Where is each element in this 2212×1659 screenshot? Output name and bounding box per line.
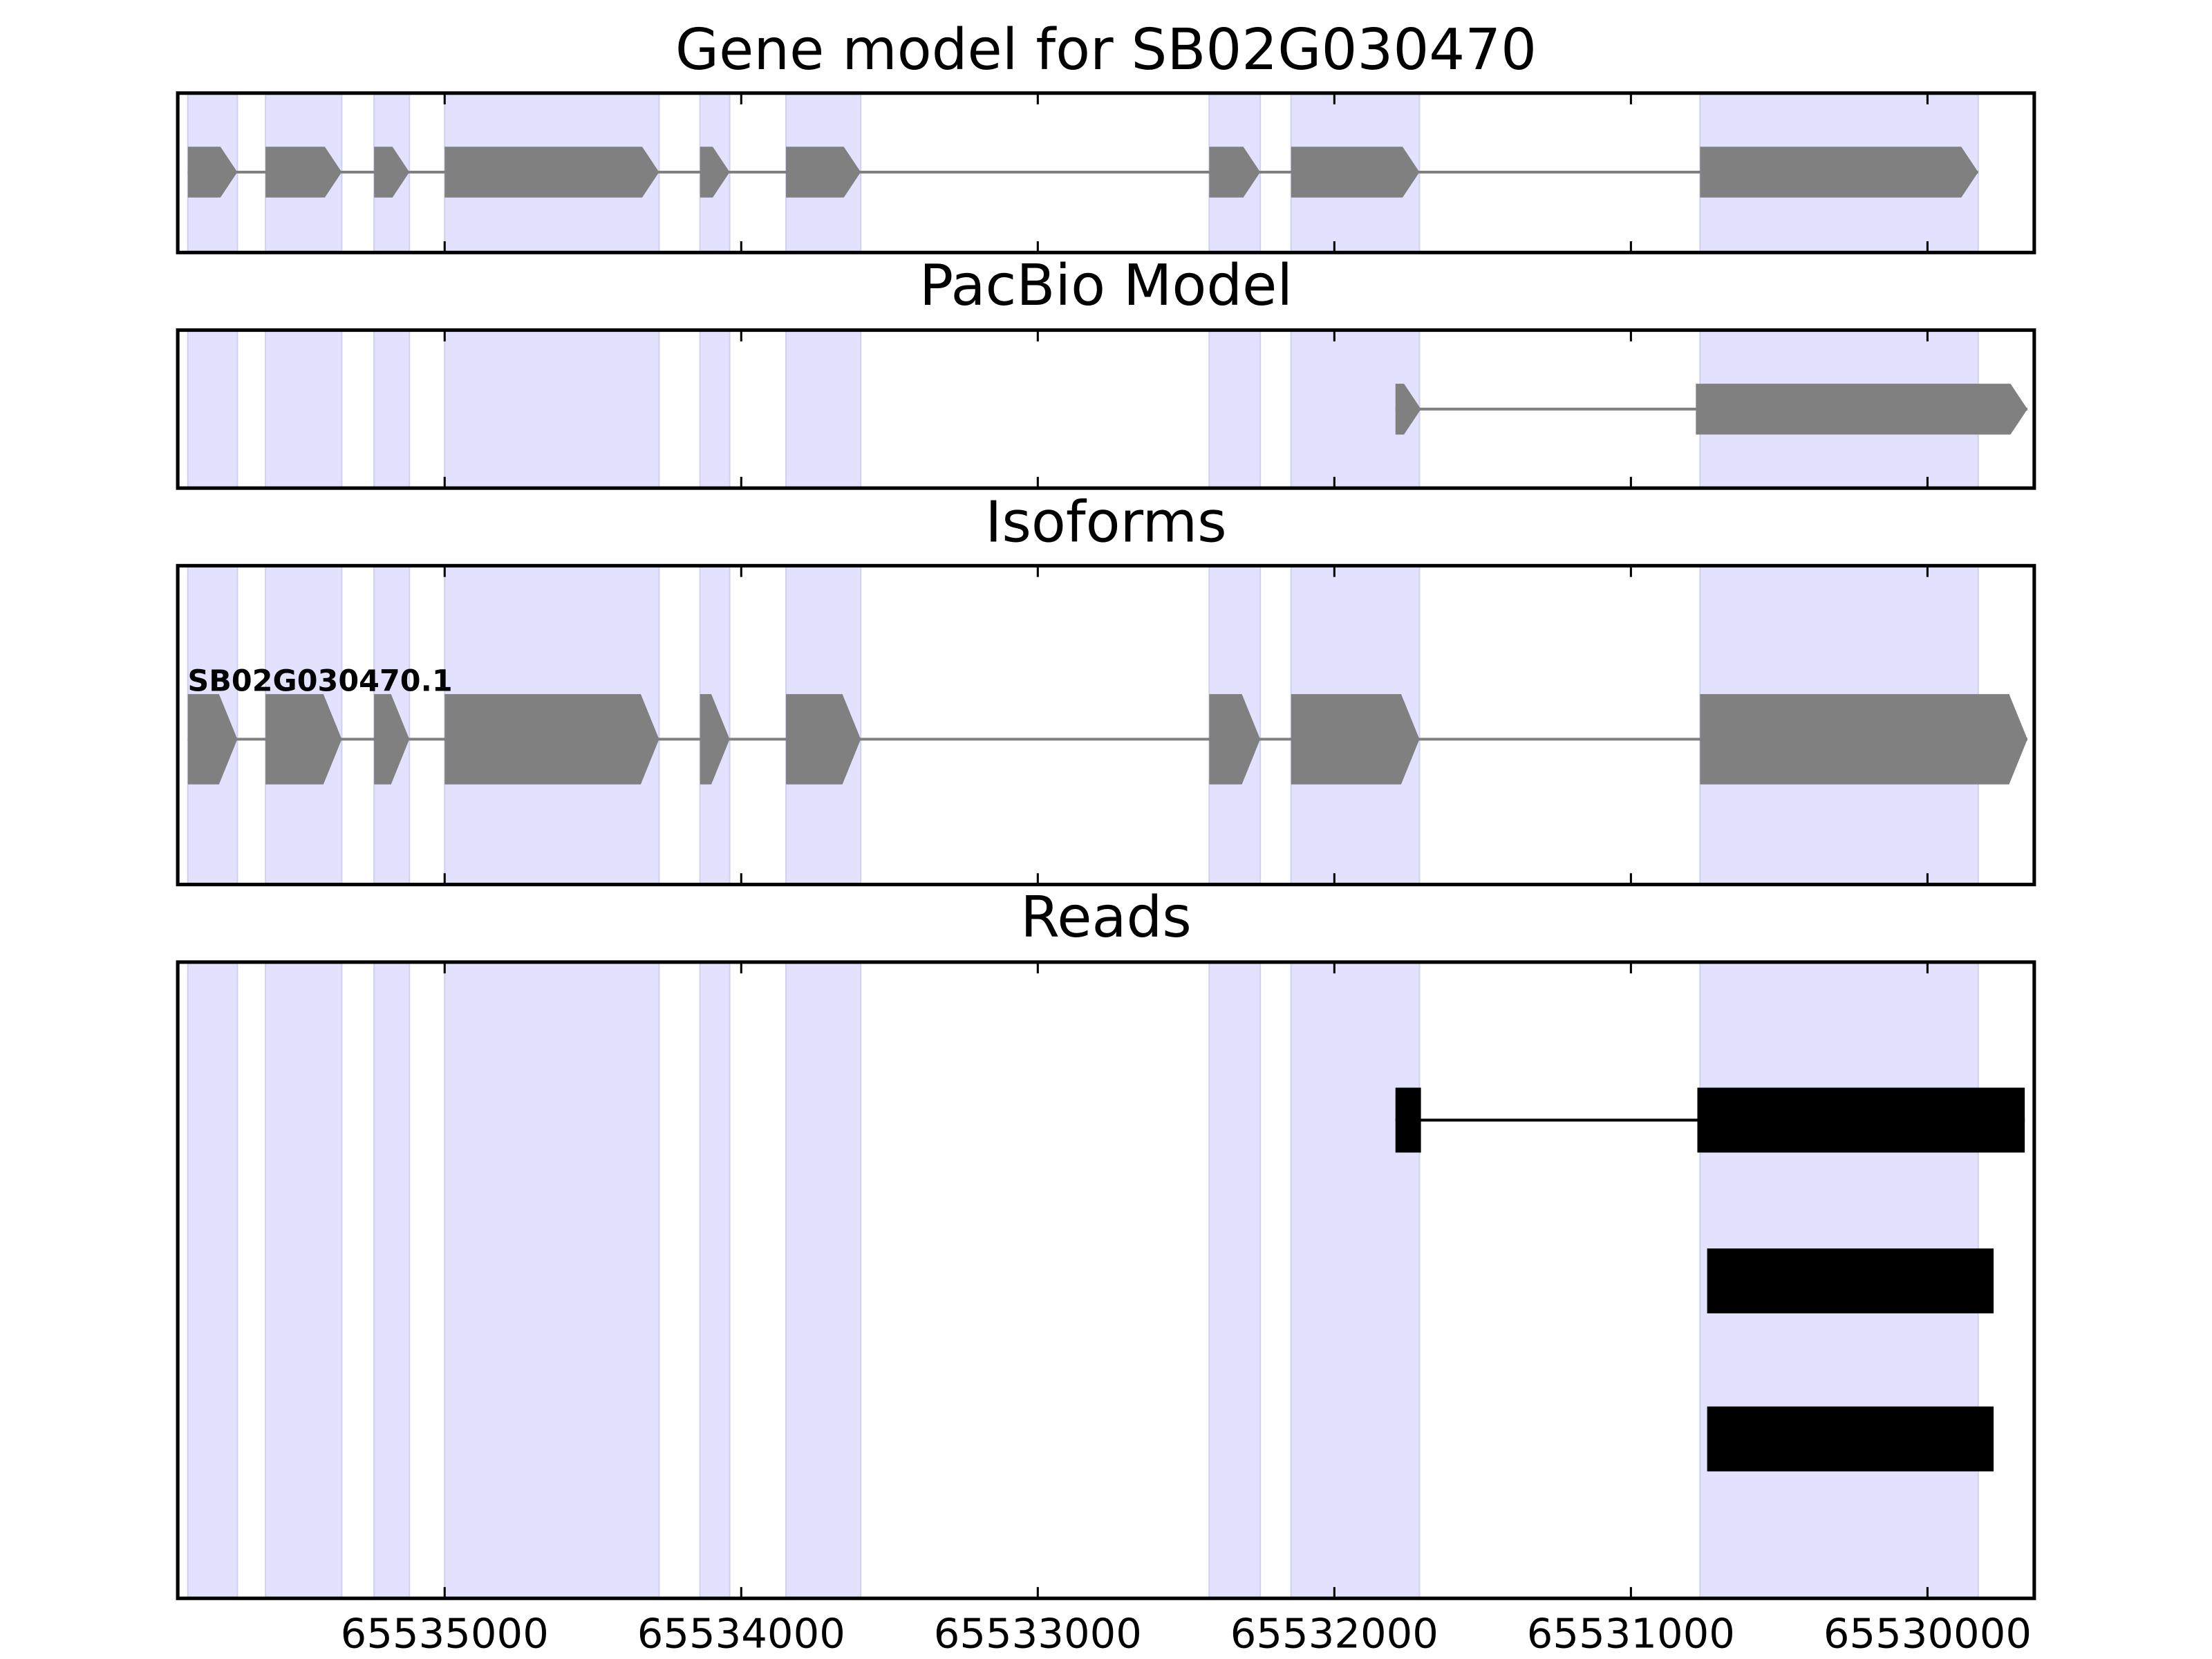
exon	[265, 147, 342, 198]
panel-frame	[176, 328, 2036, 490]
exon-shading	[265, 961, 343, 1600]
panel-frame	[176, 91, 2036, 254]
exon	[374, 694, 410, 785]
x-tick-label: 65534000	[637, 1609, 845, 1657]
exon-shading	[1208, 961, 1262, 1600]
exon-shading	[785, 329, 862, 489]
x-tick-label: 65530000	[1824, 1609, 2032, 1657]
read-block	[1707, 1406, 1994, 1472]
exon	[786, 147, 861, 198]
exon	[187, 694, 238, 785]
exon-shading	[1290, 961, 1421, 1600]
exon-shading	[1208, 329, 1262, 489]
panel-title: Gene model for SB02G030470	[675, 17, 1537, 83]
read-block	[1707, 1248, 1994, 1313]
panel-frame	[176, 960, 2036, 1600]
exon-shading	[699, 329, 731, 489]
exon	[444, 694, 659, 785]
exon-shading	[373, 329, 411, 489]
exon	[1696, 384, 2027, 435]
panel-frame	[176, 563, 2036, 887]
x-tick-label: 65533000	[934, 1609, 1142, 1657]
exon	[1209, 147, 1261, 198]
exon-shading	[187, 961, 238, 1600]
isoform-label: SB02G030470.1	[187, 664, 452, 698]
exon	[1209, 694, 1261, 785]
x-tick-label: 65531000	[1527, 1609, 1735, 1657]
read-block	[1697, 1087, 2025, 1153]
exon-shading	[785, 961, 862, 1600]
exon	[187, 147, 238, 198]
exon	[700, 694, 730, 785]
read-block	[1395, 1087, 1421, 1153]
exon	[374, 147, 410, 198]
exon-shading	[187, 329, 238, 489]
exon-shading	[444, 961, 660, 1600]
exon	[1291, 694, 1420, 785]
x-tick-label: 65532000	[1230, 1609, 1438, 1657]
exon	[1700, 147, 1978, 198]
exon-shading	[699, 961, 731, 1600]
panel-title: Reads	[1020, 885, 1192, 950]
panel-title: PacBio Model	[919, 253, 1293, 319]
exon	[1291, 147, 1420, 198]
x-tick-label: 65535000	[341, 1609, 549, 1657]
exon	[786, 694, 861, 785]
exon-shading	[373, 961, 411, 1600]
exon	[700, 147, 730, 198]
exon	[1700, 694, 2027, 785]
exon-shading	[265, 329, 343, 489]
exon-shading	[444, 329, 660, 489]
exon	[1395, 384, 1421, 435]
exon	[265, 694, 342, 785]
panel-title: Isoforms	[985, 490, 1226, 556]
exon	[444, 147, 659, 198]
